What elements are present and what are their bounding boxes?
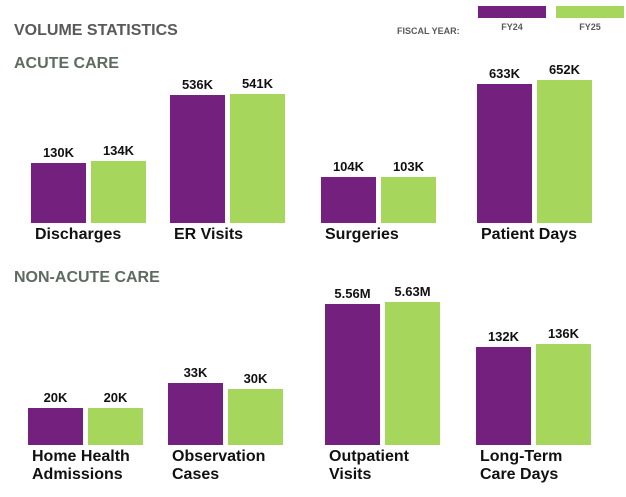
value-label: 132K: [487, 328, 520, 344]
legend-swatch: [478, 6, 546, 18]
category-label: ER Visits: [174, 226, 244, 243]
value-label: 20K: [43, 389, 68, 405]
category-label: Observation Cases: [172, 448, 266, 483]
category-label: Surgeries: [325, 226, 399, 243]
bar: [88, 407, 143, 445]
fiscal-year-label: FISCAL YEAR:: [397, 26, 460, 36]
value-label: 104K: [332, 158, 365, 174]
bar: [477, 83, 532, 223]
category-label: Discharges: [35, 226, 122, 243]
bar: [228, 388, 283, 445]
value-label: 134K: [102, 143, 135, 159]
value-label: 5.63M: [394, 283, 431, 299]
value-label: 541K: [241, 75, 274, 91]
bar: [170, 94, 225, 223]
bar: [325, 303, 380, 445]
bar: [321, 176, 376, 223]
value-label: 5.56M: [334, 285, 371, 301]
category-label: Home Health Admissions: [32, 448, 130, 483]
legend-label: FY24: [501, 22, 523, 32]
value-label: 130K: [42, 145, 75, 160]
value-label: 633K: [488, 65, 521, 81]
value-label: 103K: [392, 159, 425, 175]
bar: [230, 93, 285, 223]
bar: [385, 301, 440, 445]
value-label: 136K: [547, 326, 580, 341]
category-label: Patient Days: [481, 226, 578, 243]
category-label: Long-Term Care Days: [480, 448, 563, 483]
bar: [381, 177, 436, 223]
legend-swatch: [556, 6, 624, 18]
bar: [537, 79, 592, 223]
category-label: Outpatient Visits: [329, 448, 409, 483]
bar: [476, 346, 531, 445]
value-label: 536K: [181, 76, 214, 92]
bar: [91, 161, 146, 223]
bar: [536, 344, 591, 445]
value-label: 30K: [243, 370, 268, 386]
value-label: 20K: [103, 389, 128, 405]
value-label: 33K: [183, 365, 208, 381]
bar: [168, 383, 223, 445]
section-title: ACUTE CARE: [14, 55, 119, 72]
bar: [31, 163, 86, 223]
legend-label: FY25: [579, 22, 601, 32]
bar: [28, 407, 83, 445]
section-title: NON-ACUTE CARE: [14, 269, 160, 286]
value-label: 652K: [548, 61, 581, 77]
page-title: VOLUME STATISTICS: [14, 22, 178, 39]
